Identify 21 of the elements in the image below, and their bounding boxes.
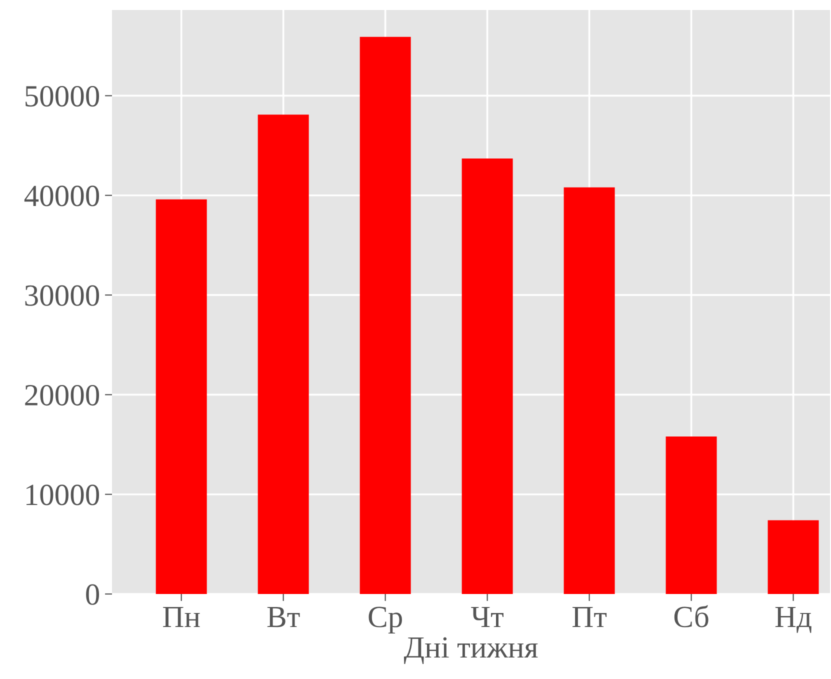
x-tick-label: Нд bbox=[775, 607, 812, 633]
y-tick-label: 20000 bbox=[25, 384, 100, 406]
x-axis-title: Дні тижня bbox=[404, 637, 538, 664]
x-tick-label: Пт bbox=[572, 607, 607, 628]
y-tick-label: 50000 bbox=[26, 86, 100, 107]
x-tick-label: Пн bbox=[163, 607, 200, 628]
bar bbox=[564, 187, 615, 594]
bar bbox=[360, 36, 411, 594]
y-tick-label: 40000 bbox=[24, 186, 100, 206]
x-tick-label: Чт bbox=[471, 607, 504, 628]
bar bbox=[462, 158, 513, 594]
y-tick-label: 0 bbox=[86, 584, 100, 605]
x-tick-label: Вт bbox=[267, 607, 300, 628]
y-tick-label: 10000 bbox=[26, 484, 100, 506]
x-tick-label: Сб bbox=[674, 605, 708, 628]
x-tick-label: Ср bbox=[368, 606, 402, 634]
y-tick-label: 30000 bbox=[25, 285, 100, 306]
bar bbox=[768, 520, 819, 594]
bar bbox=[156, 199, 207, 594]
bar bbox=[258, 114, 309, 594]
bar bbox=[666, 436, 717, 594]
